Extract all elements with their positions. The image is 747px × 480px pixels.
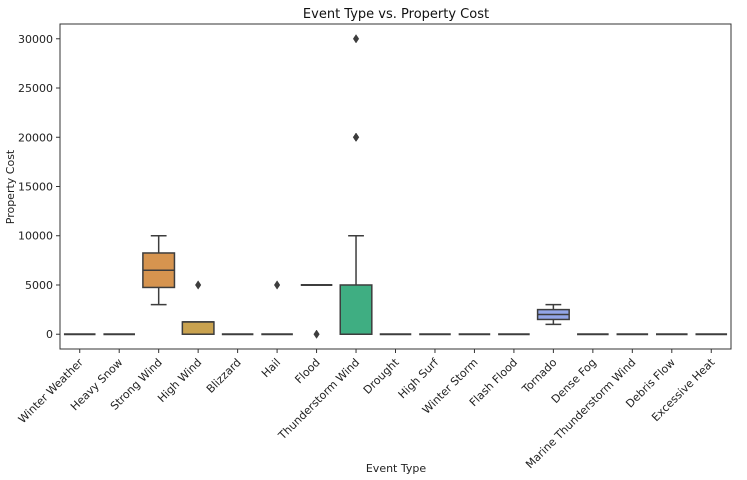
y-tick-label: 30000 [18, 33, 53, 46]
x-tick-label: Winter Weather [16, 356, 86, 426]
y-axis-label: Property Cost [4, 149, 17, 224]
outlier-point [313, 329, 320, 339]
x-tick-label: Blizzard [204, 356, 244, 396]
plot-frame [59, 23, 732, 350]
outlier-point [273, 280, 281, 290]
y-tick-label: 20000 [18, 131, 53, 144]
y-tick-label: 0 [46, 328, 53, 341]
box-iqr [181, 321, 215, 335]
x-tick-label: Hail [259, 356, 283, 380]
y-tick-label: 25000 [18, 82, 53, 95]
x-tick-label: Tornado [519, 356, 560, 397]
x-axis-label: Event Type [366, 462, 427, 475]
x-tick-label: Flood [292, 356, 322, 386]
plot-area: 0 5000 10000 15000 20000 25000 30000 Winter Wea… [16, 23, 732, 471]
outlier-point [352, 132, 360, 142]
outlier-point [195, 280, 202, 290]
chart-title: Event Type vs. Property Cost [303, 7, 489, 22]
y-tick-label: 15000 [18, 181, 53, 194]
y-tick-label: 5000 [25, 279, 53, 292]
outlier-point [352, 34, 360, 44]
y-tick-label: 10000 [18, 230, 53, 243]
box-iqr [339, 284, 373, 335]
